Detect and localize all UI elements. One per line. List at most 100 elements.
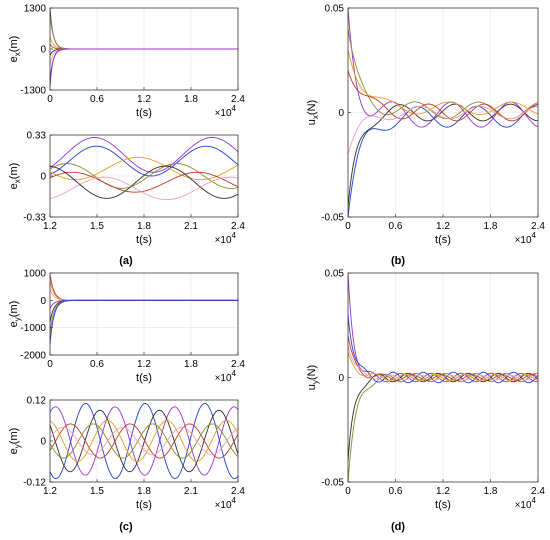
x-tick-label: 0 (345, 221, 351, 232)
y-tick-label: 0 (40, 296, 46, 307)
x-tick-label: 2.4 (531, 486, 545, 497)
y-tick-label: 0.33 (27, 131, 47, 142)
x-tick-label: 0.6 (389, 486, 403, 497)
x-axis-label: t(s) (435, 234, 451, 246)
x-tick-label: 1.8 (137, 486, 151, 497)
y-axis-label: uy(N) (306, 365, 320, 390)
series-line-6 (348, 352, 538, 382)
series-group (50, 8, 238, 87)
y-tick-label: 0.12 (27, 396, 47, 407)
series-group (50, 402, 238, 480)
x-tick-label: 1.5 (90, 221, 104, 232)
y-tick-label: -0.33 (23, 213, 46, 224)
series-line-3 (50, 156, 238, 181)
series-line-6 (348, 70, 538, 122)
series-line-7 (348, 105, 538, 155)
x-axis-label: t(s) (136, 107, 152, 119)
x-tick-label: 1.2 (43, 486, 57, 497)
y-axis-label: ey(m) (8, 428, 22, 455)
x-tick-label: 1.5 (90, 486, 104, 497)
x-tick-label: 0.6 (90, 359, 104, 370)
x-scale-label: ×104 (515, 231, 537, 246)
x-tick-label: 2.4 (231, 486, 245, 497)
x-tick-label: 0.6 (389, 221, 403, 232)
x-tick-label: 0 (345, 486, 351, 497)
series-line-2 (50, 145, 238, 177)
x-scale-label: ×104 (515, 496, 537, 511)
series-line-5 (50, 420, 238, 462)
series-group (50, 274, 238, 345)
x-tick-label: 1.2 (43, 221, 57, 232)
y-tick-label: -1000 (20, 323, 46, 334)
x-scale-label: ×104 (215, 369, 237, 384)
x-tick-label: 1.8 (484, 486, 498, 497)
series-line-4 (348, 314, 538, 384)
series-line-1 (50, 137, 238, 173)
series-line-4 (50, 423, 238, 459)
series-group (348, 8, 538, 217)
y-tick-label: -0.05 (321, 478, 344, 489)
y-tick-label: -1300 (20, 86, 46, 97)
panel-label-a: (a) (119, 255, 133, 267)
series-line-8 (50, 48, 238, 87)
y-tick-label: 0.05 (325, 269, 345, 280)
y-tick-label: 1300 (24, 4, 47, 15)
series-line-3 (348, 8, 538, 128)
x-tick-label: 1.2 (137, 94, 151, 105)
x-tick-label: 2.4 (531, 221, 545, 232)
y-axis-label: ux(N) (306, 100, 320, 125)
series-line-2 (50, 402, 238, 480)
x-tick-label: 1.8 (484, 221, 498, 232)
x-tick-label: 2.4 (231, 221, 245, 232)
x-tick-label: 2.4 (231, 94, 245, 105)
x-scale-label: ×104 (215, 496, 237, 511)
x-tick-label: 2.1 (184, 486, 198, 497)
series-line-3 (50, 409, 238, 473)
y-axis-label: ex(m) (8, 163, 22, 190)
series-line-1 (348, 105, 538, 217)
x-axis-label: t(s) (435, 499, 451, 511)
series-line-7 (50, 426, 238, 456)
y-tick-label: 0 (40, 437, 46, 448)
y-tick-label: -2000 (20, 351, 46, 362)
series-line-6 (50, 176, 238, 201)
x-tick-label: 1.2 (436, 486, 450, 497)
series-group (348, 273, 538, 482)
y-tick-label: 0 (338, 373, 344, 384)
y-tick-label: 0 (40, 45, 46, 56)
x-tick-label: 0 (47, 94, 53, 105)
chart-a2: 1.2 1.5 1.8 2.1 2.4 -0.33 0 0.33 t(s) ×104 ex(m) (8, 131, 245, 247)
series-group (50, 137, 238, 201)
panel-label-d: (d) (391, 521, 405, 533)
y-tick-label: 1000 (24, 269, 47, 280)
x-tick-label: 1.8 (184, 94, 198, 105)
chart-c2: 1.2 1.5 1.8 2.1 2.4 -0.12 0 0.12 t(s) ×104 ey(m) (8, 396, 245, 512)
x-tick-label: 1.2 (137, 359, 151, 370)
y-axis-label: ey(m) (8, 301, 22, 328)
x-tick-label: 2.1 (184, 221, 198, 232)
y-tick-label: 0 (338, 108, 344, 119)
y-tick-label: -0.12 (23, 478, 46, 489)
x-axis-label: t(s) (136, 372, 152, 384)
series-line-5 (50, 171, 238, 193)
y-tick-label: -0.05 (321, 213, 344, 224)
series-line-7 (50, 165, 238, 199)
series-line-7 (50, 299, 238, 345)
x-tick-label: 2.4 (231, 359, 245, 370)
x-tick-label: 0.6 (90, 94, 104, 105)
x-axis-label: t(s) (136, 234, 152, 246)
y-tick-label: 0.05 (325, 4, 345, 15)
series-line-7 (348, 346, 538, 381)
series-line-1 (50, 406, 238, 476)
x-tick-label: 0 (47, 359, 53, 370)
x-tick-label: 1.8 (137, 221, 151, 232)
y-tick-label: 0 (40, 172, 46, 183)
series-line-6 (50, 423, 238, 459)
panel-label-b: (b) (391, 255, 405, 267)
series-line-2 (348, 103, 538, 207)
chart-c1: 0 0.6 1.2 1.8 2.4 -2000 -1000 0 1000 t(s) ×104 ey(m… (8, 269, 245, 385)
